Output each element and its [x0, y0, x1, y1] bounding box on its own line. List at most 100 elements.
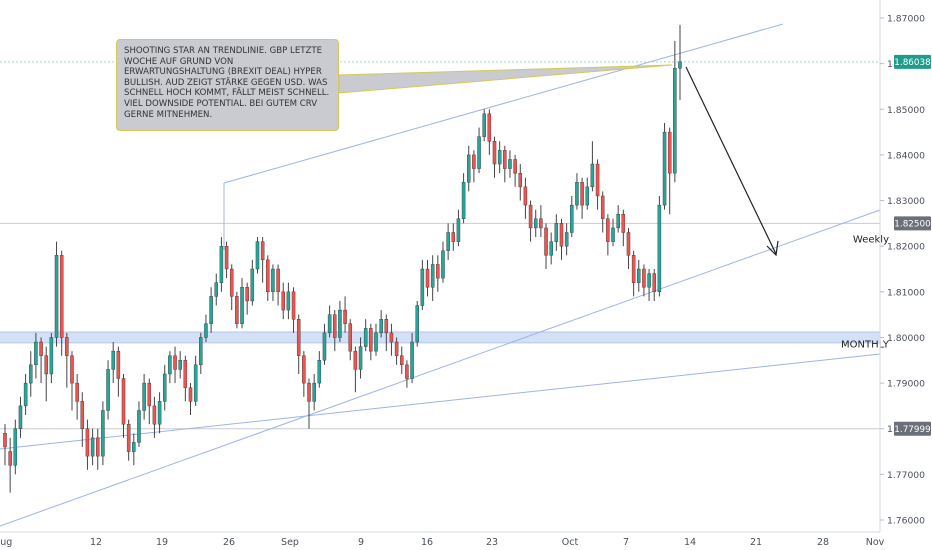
- monthly-trendline[interactable]: [0, 353, 881, 450]
- candle-body: [34, 341, 38, 366]
- y-tick-label: 1.83000: [887, 196, 925, 207]
- monthly-zone[interactable]: [0, 331, 880, 343]
- analysis-callout[interactable]: SHOOTING STAR AN TRENDLINIE. GBP LETZTE …: [116, 39, 339, 131]
- candle-body: [271, 268, 275, 293]
- candle-body: [394, 341, 399, 356]
- candle-body: [528, 204, 533, 229]
- candle-body: [595, 163, 600, 197]
- candles: [3, 24, 682, 493]
- candle-body: [369, 328, 373, 352]
- candle-body: [214, 282, 219, 297]
- candle-body: [441, 250, 445, 279]
- x-tick-label: 21: [750, 537, 762, 548]
- x-tick-label: Nov: [866, 537, 885, 548]
- candle-body: [580, 182, 584, 206]
- candle-body: [379, 319, 383, 334]
- candle-body: [647, 273, 651, 288]
- candle-body: [415, 305, 419, 343]
- candle-body: [199, 337, 203, 366]
- projection-arrow-line[interactable]: [685, 66, 777, 255]
- candle-body: [59, 255, 64, 338]
- candle-body: [492, 141, 497, 165]
- candle-body: [585, 186, 589, 206]
- upper-channel-trendline[interactable]: [223, 23, 784, 184]
- candle-body: [472, 154, 476, 169]
- candle-body: [570, 204, 574, 233]
- candle-body: [162, 373, 167, 402]
- candle-body: [384, 319, 389, 334]
- candle-body: [90, 437, 95, 457]
- candle-body: [18, 405, 23, 429]
- price-label-badge[interactable]: [894, 54, 931, 69]
- x-tick-label: 12: [90, 537, 102, 548]
- y-axis[interactable]: 1.870001.860001.850001.840001.830001.820…: [879, 0, 931, 532]
- candle-body: [673, 67, 677, 174]
- x-tick-label: 23: [486, 537, 498, 548]
- candle-body: [466, 154, 471, 183]
- candle-body: [338, 309, 342, 338]
- candle-body: [245, 287, 249, 302]
- candle-body: [503, 150, 507, 169]
- x-tick-label: 28: [817, 537, 829, 548]
- x-tick-label: 19: [156, 537, 168, 548]
- price-label-text: 1.86038: [894, 58, 930, 68]
- x-tick-label: 7: [623, 537, 629, 548]
- candle-body: [667, 131, 672, 174]
- weekly-trendline[interactable]: [0, 209, 881, 527]
- candle-body: [111, 350, 115, 370]
- candle-body: [539, 218, 543, 229]
- candle-body: [657, 204, 662, 293]
- candle-body: [358, 346, 363, 370]
- candle-body: [533, 218, 538, 229]
- candle-body: [400, 355, 404, 366]
- candle-body: [44, 355, 48, 375]
- candle-body: [106, 369, 110, 411]
- candle-body: [513, 159, 517, 174]
- x-tick-label: 16: [421, 537, 433, 548]
- candle-body: [13, 428, 18, 466]
- candle-body: [544, 227, 548, 256]
- candle-body: [631, 255, 636, 283]
- candle-body: [132, 442, 136, 452]
- candle-body: [224, 245, 229, 270]
- price-label-badge[interactable]: [894, 421, 931, 436]
- candle-body: [250, 268, 255, 302]
- trendline-label: Weekly: [853, 234, 889, 245]
- candle-body: [101, 410, 105, 457]
- callout-pointer: [338, 64, 673, 94]
- candle-body: [549, 241, 553, 256]
- x-axis[interactable]: Aug 12 19 26 Sep 9 16 23 Oct 7 14 21 28 Nov: [0, 531, 885, 548]
- candle-body: [8, 451, 12, 466]
- candle-body: [497, 150, 502, 165]
- candle-body: [168, 355, 172, 375]
- candle-body: [276, 268, 280, 293]
- candle-body: [286, 291, 291, 311]
- candle-body: [85, 428, 90, 457]
- candle-body: [436, 264, 440, 279]
- y-tick-label: 1.82000: [887, 242, 925, 253]
- candle-body: [75, 382, 79, 402]
- candle-body: [606, 218, 610, 242]
- trendlines[interactable]: [0, 23, 881, 527]
- y-tick-label: 1.76000: [887, 516, 925, 527]
- candle-body: [637, 268, 641, 283]
- candle-body: [204, 323, 208, 338]
- x-tick-label: Oct: [562, 537, 579, 548]
- candle-body: [405, 364, 409, 379]
- candle-body: [430, 264, 435, 288]
- candle-body: [456, 218, 461, 242]
- price-label-badge[interactable]: [894, 216, 931, 231]
- candle-body: [559, 223, 564, 247]
- candle-body: [173, 355, 177, 370]
- trendline-label: MONTHLY: [841, 339, 890, 350]
- candle-body: [121, 378, 126, 425]
- candle-body: [482, 113, 486, 137]
- candle-body: [188, 387, 193, 402]
- analysis-callout-text: SHOOTING STAR AN TRENDLINIE. GBP LETZTE …: [124, 46, 330, 120]
- candle-body: [327, 314, 332, 334]
- candle-body: [281, 291, 285, 311]
- candle-body: [229, 268, 234, 297]
- candle-body: [477, 136, 481, 169]
- candle-body: [49, 337, 54, 375]
